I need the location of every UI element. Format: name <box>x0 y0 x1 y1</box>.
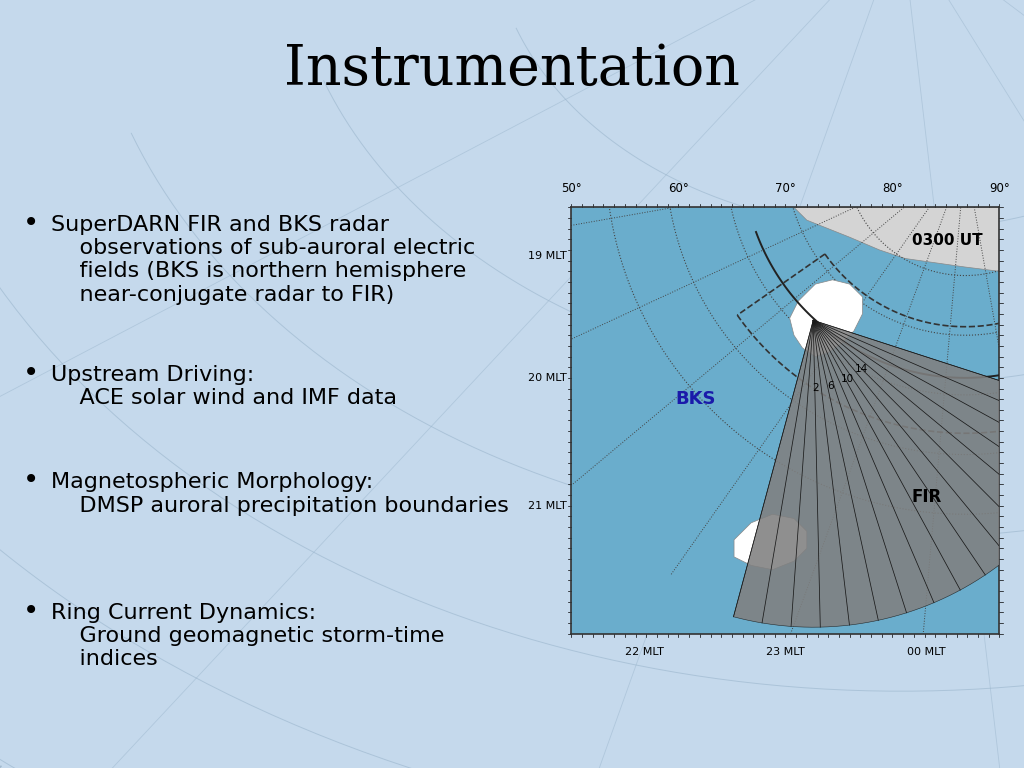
Text: 0300 UT: 0300 UT <box>911 233 982 248</box>
Text: 60°: 60° <box>668 183 689 195</box>
Text: 14: 14 <box>855 363 868 373</box>
Polygon shape <box>734 515 807 570</box>
Text: 2: 2 <box>812 383 819 393</box>
Text: •: • <box>23 209 39 237</box>
Text: 80°: 80° <box>882 183 903 195</box>
Text: 22 MLT: 22 MLT <box>625 647 664 657</box>
Text: Ring Current Dynamics:
    Ground geomagnetic storm-time
    indices: Ring Current Dynamics: Ground geomagneti… <box>51 603 444 669</box>
Text: 50°: 50° <box>561 183 582 195</box>
Text: Instrumentation: Instrumentation <box>284 42 740 97</box>
Text: Magnetospheric Morphology:
    DMSP auroral precipitation boundaries: Magnetospheric Morphology: DMSP auroral … <box>51 472 509 515</box>
Text: •: • <box>23 359 39 386</box>
Text: 10: 10 <box>841 374 854 384</box>
Polygon shape <box>733 320 1024 627</box>
Polygon shape <box>794 207 999 271</box>
Text: 19 MLT: 19 MLT <box>528 251 567 261</box>
Text: 20 MLT: 20 MLT <box>528 372 567 383</box>
Text: •: • <box>23 597 39 624</box>
Text: 00 MLT: 00 MLT <box>907 647 946 657</box>
Text: Upstream Driving:
    ACE solar wind and IMF data: Upstream Driving: ACE solar wind and IMF… <box>51 365 397 408</box>
Polygon shape <box>790 280 862 356</box>
Text: 23 MLT: 23 MLT <box>766 647 805 657</box>
Text: 21 MLT: 21 MLT <box>528 501 567 511</box>
Text: 70°: 70° <box>775 183 796 195</box>
Text: •: • <box>23 466 39 494</box>
Text: SuperDARN FIR and BKS radar
    observations of sub-auroral electric
    fields : SuperDARN FIR and BKS radar observations… <box>51 215 475 305</box>
Text: FIR: FIR <box>911 488 942 506</box>
Text: 90°: 90° <box>989 183 1010 195</box>
Text: 6: 6 <box>827 381 835 391</box>
Text: BKS: BKS <box>675 390 716 408</box>
